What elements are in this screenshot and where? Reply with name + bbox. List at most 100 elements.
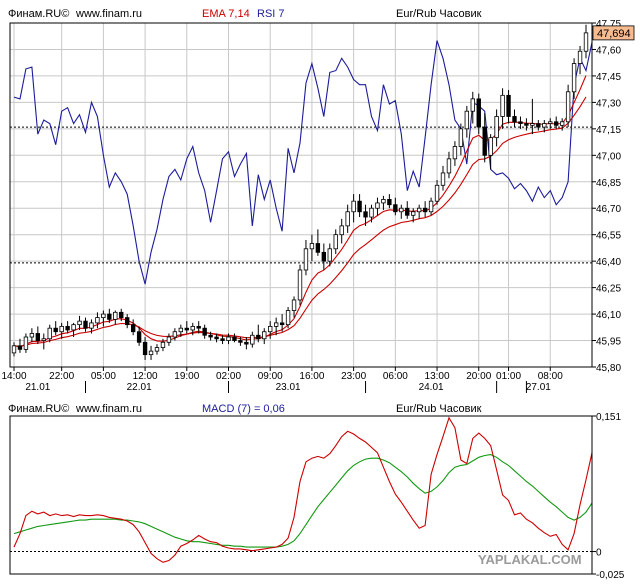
- price-x-date-label: 27.01: [526, 382, 551, 393]
- candle-body: [309, 243, 315, 250]
- candle-body: [130, 324, 136, 333]
- candle-body: [416, 207, 422, 213]
- candle-body: [53, 327, 58, 333]
- candle-body: [399, 207, 404, 213]
- last-price-marker: 47,694: [592, 25, 635, 41]
- price-x-time-label: 22:00: [49, 371, 74, 382]
- candle-body: [297, 269, 303, 301]
- price-plot-frame: [9, 22, 593, 368]
- candle-body: [154, 347, 160, 352]
- candle-body: [577, 50, 583, 64]
- candle-body: [488, 137, 493, 156]
- candle-body: [172, 331, 178, 338]
- candle-body: [142, 341, 148, 356]
- candle-body: [434, 184, 440, 202]
- candle-body: [440, 172, 446, 186]
- price-y-tick-label: 46,55: [596, 231, 621, 242]
- candle-body: [226, 336, 231, 341]
- candle-body: [494, 116, 499, 139]
- macd-plot-frame: [9, 415, 593, 575]
- price-x-axis: 14:00 22:00 05:00 12:00 19:00 02:00 09:00 16:00…: [1, 367, 563, 393]
- signal-line: [13, 454, 593, 548]
- candle-body: [77, 320, 82, 326]
- candle-body: [101, 313, 106, 319]
- macd-y-axis: 0,151 0 -0,025: [592, 412, 625, 581]
- candle-body: [59, 326, 64, 333]
- price-x-time-label: 05:00: [91, 371, 116, 382]
- price-x-time-label: 16:00: [299, 371, 324, 382]
- candle-body: [375, 202, 380, 209]
- candle-body: [542, 123, 547, 128]
- candle-body: [303, 248, 309, 271]
- candle-body: [250, 334, 255, 345]
- price-x-time-label: 13:00: [425, 371, 450, 382]
- price-x-time-label: 06:00: [383, 371, 408, 382]
- candle-body: [571, 63, 577, 93]
- candle-body: [536, 123, 541, 128]
- rsi-label: RSI 7: [257, 8, 285, 20]
- macd-header-instrument: Eur/Rub Часовик: [396, 403, 482, 415]
- candle-body: [315, 243, 321, 253]
- candle-body: [65, 326, 70, 331]
- candle-body: [512, 116, 517, 123]
- macd-y-tick-label: 0: [596, 548, 602, 559]
- candle-body: [184, 327, 189, 331]
- candle-body: [458, 128, 464, 147]
- macd-y-tick-label: -0,025: [596, 570, 625, 581]
- price-y-tick-label: 46,25: [596, 284, 621, 295]
- price-y-tick-label: 47,60: [596, 45, 621, 56]
- price-x-time-label: 01:00: [496, 371, 521, 382]
- candle-body: [89, 322, 94, 329]
- candle-body: [476, 98, 481, 128]
- candle-body: [291, 299, 297, 311]
- macd-header-source: Финам.RU©: [8, 403, 69, 415]
- last-price-box: [592, 25, 635, 41]
- candle-body: [83, 320, 88, 329]
- candle-body: [285, 310, 291, 326]
- price-y-tick-label: 47,45: [596, 72, 621, 83]
- price-y-tick-label: 47,30: [596, 98, 621, 109]
- candle-body: [256, 334, 261, 340]
- price-x-time-label: 12:00: [133, 371, 158, 382]
- candle-body: [17, 345, 23, 350]
- price-x-date-label: 22.01: [127, 382, 152, 393]
- candle-body: [387, 199, 392, 206]
- price-y-tick-label: 47,00: [596, 151, 621, 162]
- candle-body: [119, 311, 124, 319]
- candle-body: [238, 340, 243, 343]
- macd-pane: Финам.RU© www.finam.ru MACD (7) = 0,06 E…: [8, 403, 625, 581]
- candle-body: [29, 333, 35, 338]
- price-y-tick-label: 46,85: [596, 178, 621, 189]
- macd-label: MACD (7) = 0,06: [202, 403, 285, 415]
- candle-body: [500, 94, 505, 117]
- candle-body: [279, 322, 285, 326]
- price-y-tick-label: 47,15: [596, 125, 621, 136]
- price-y-tick-label: 46,10: [596, 310, 621, 321]
- price-x-date-label: 23.01: [276, 382, 301, 393]
- candle-body: [208, 334, 213, 338]
- price-x-date-label: 24.01: [419, 382, 444, 393]
- candle-body: [554, 121, 559, 126]
- candle-body: [411, 211, 416, 216]
- ema-label: EMA 7,14: [202, 8, 250, 20]
- candle-body: [160, 341, 166, 348]
- price-y-tick-label: 46,40: [596, 257, 621, 268]
- candle-body: [464, 110, 470, 130]
- candle-body: [452, 146, 458, 160]
- candle-body: [428, 200, 434, 213]
- price-y-tick-label: 46,70: [596, 204, 621, 215]
- price-x-time-label: 08:00: [538, 371, 563, 382]
- candlesticks: [11, 24, 589, 360]
- candle-body: [351, 200, 356, 213]
- candle-body: [530, 123, 535, 126]
- candle-body: [583, 32, 589, 52]
- macd-line: [13, 416, 593, 563]
- candle-body: [202, 327, 207, 336]
- candle-body: [190, 326, 195, 331]
- candle-body: [113, 311, 118, 320]
- price-x-date-label: 21.01: [25, 382, 50, 393]
- candle-body: [232, 336, 237, 341]
- candle-body: [95, 317, 100, 324]
